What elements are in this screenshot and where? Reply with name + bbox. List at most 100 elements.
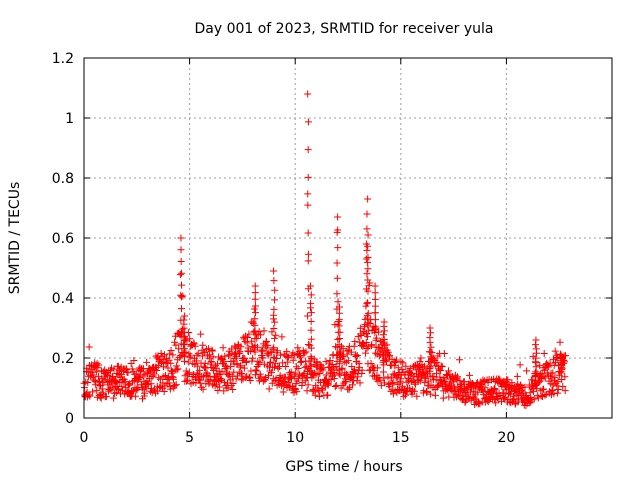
data-point xyxy=(413,392,421,400)
data-point xyxy=(270,305,278,313)
data-point xyxy=(398,382,406,390)
data-point xyxy=(89,371,97,379)
y-tick-label: 0.8 xyxy=(52,171,74,187)
data-point xyxy=(157,383,165,391)
data-point xyxy=(135,373,143,381)
data-point xyxy=(490,385,498,393)
data-point xyxy=(316,360,324,368)
data-point xyxy=(357,331,365,339)
data-point xyxy=(251,341,259,349)
y-tick-label: 1.2 xyxy=(52,51,74,67)
data-point xyxy=(380,336,388,344)
data-point xyxy=(364,314,372,322)
data-point xyxy=(513,372,521,380)
data-point xyxy=(335,341,343,349)
data-point xyxy=(143,358,151,366)
data-point xyxy=(371,302,379,310)
data-point xyxy=(532,345,540,353)
grid-lines xyxy=(84,58,612,418)
data-point xyxy=(304,381,312,389)
data-point xyxy=(339,345,347,353)
data-point xyxy=(237,343,245,351)
data-point xyxy=(307,353,315,361)
data-point xyxy=(551,373,559,381)
data-point xyxy=(332,343,340,351)
data-point xyxy=(492,399,500,407)
x-tick-label: 15 xyxy=(392,430,410,446)
data-point xyxy=(119,386,127,394)
data-point xyxy=(303,387,311,395)
data-point xyxy=(374,364,382,372)
data-point xyxy=(251,315,259,323)
data-point xyxy=(196,366,204,374)
data-point xyxy=(343,350,351,358)
data-point xyxy=(479,378,487,386)
data-point xyxy=(304,257,312,265)
data-point xyxy=(562,352,570,360)
data-point xyxy=(132,392,140,400)
data-point xyxy=(236,347,244,355)
data-point xyxy=(363,300,371,308)
data-point xyxy=(103,370,111,378)
data-point xyxy=(551,347,559,355)
data-point xyxy=(504,376,512,384)
data-point xyxy=(307,370,315,378)
data-point xyxy=(270,325,278,333)
data-point xyxy=(251,295,259,303)
data-point xyxy=(166,385,174,393)
data-point xyxy=(186,352,194,360)
data-point xyxy=(304,201,312,209)
data-point xyxy=(265,385,273,393)
data-point xyxy=(351,337,359,345)
data-point xyxy=(546,359,554,367)
data-point xyxy=(432,370,440,378)
data-point xyxy=(93,386,101,394)
data-point xyxy=(251,309,259,317)
data-point xyxy=(221,352,229,360)
data-point xyxy=(270,353,278,361)
data-point xyxy=(114,370,122,378)
data-point xyxy=(364,242,372,250)
data-point xyxy=(400,393,408,401)
data-point xyxy=(448,382,456,390)
data-point xyxy=(252,367,260,375)
data-point xyxy=(327,369,335,377)
data-point xyxy=(351,366,359,374)
data-point xyxy=(237,362,245,370)
data-point xyxy=(165,356,173,364)
data-point xyxy=(241,354,249,362)
data-point xyxy=(303,373,311,381)
data-point xyxy=(279,359,287,367)
data-point xyxy=(124,381,132,389)
data-point xyxy=(194,350,202,358)
data-point xyxy=(252,366,260,374)
data-point xyxy=(307,362,315,370)
data-point xyxy=(220,387,228,395)
data-point xyxy=(438,363,446,371)
data-point xyxy=(340,352,348,360)
data-point xyxy=(363,246,371,254)
data-point xyxy=(324,380,332,388)
chart-title: Day 001 of 2023, SRMTID for receiver yul… xyxy=(194,21,493,37)
data-point xyxy=(205,380,213,388)
data-point xyxy=(417,354,425,362)
data-point xyxy=(475,399,483,407)
data-point xyxy=(282,363,290,371)
data-point xyxy=(246,376,254,384)
data-point xyxy=(333,259,341,267)
data-point xyxy=(112,378,120,386)
data-point xyxy=(271,318,279,326)
data-point xyxy=(399,359,407,367)
data-point xyxy=(363,225,371,233)
data-point xyxy=(245,330,253,338)
data-point xyxy=(178,305,186,313)
data-point xyxy=(379,368,387,376)
data-point xyxy=(172,341,180,349)
data-point xyxy=(115,386,123,394)
data-point xyxy=(315,392,323,400)
data-point xyxy=(208,347,216,355)
data-point xyxy=(249,354,257,362)
data-point xyxy=(431,392,439,400)
data-point xyxy=(292,363,300,371)
data-point xyxy=(363,270,371,278)
